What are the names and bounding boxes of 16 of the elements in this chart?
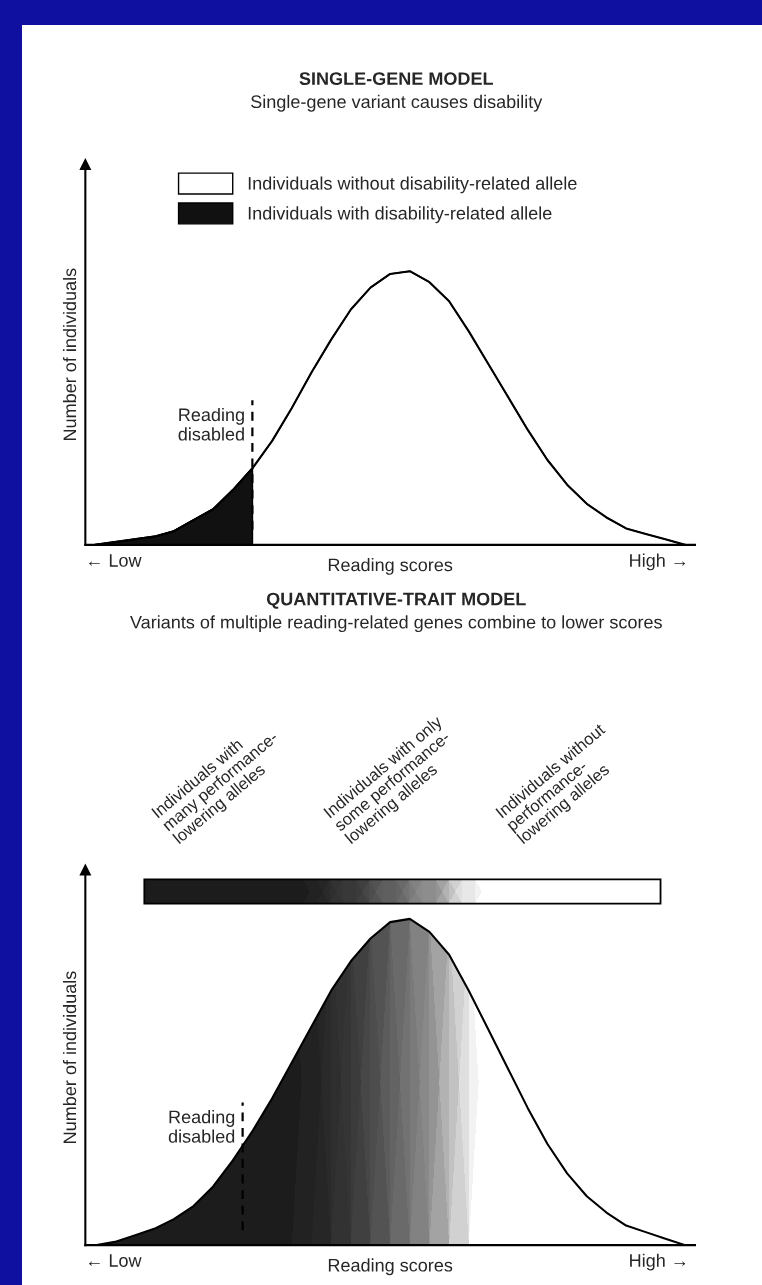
x-axis-title: Reading scores [328, 558, 453, 575]
y-axis-title: Number of individuals [62, 971, 77, 1143]
annotation: Reading disabled [168, 1110, 235, 1143]
chart-subtitle: Single-gene variant causes disability [251, 94, 543, 112]
text: High → [630, 553, 686, 571]
text: High → [630, 1253, 686, 1271]
chart-title: SINGLE-GENE MODEL [299, 72, 493, 85]
y-axis-title: Number of individuals [62, 268, 77, 440]
chart-subtitle: Variants of multiple reading-related genes combine to lower scores [130, 615, 662, 633]
legend-label: Individuals without disability-related allele [248, 176, 577, 194]
legend-label: Individuals with disability-related allele [248, 206, 552, 224]
chart-title: QUANTITATIVE-TRAIT MODEL [266, 592, 526, 609]
text: ← Low [89, 554, 142, 567]
text: ← Low [89, 1254, 142, 1267]
x-axis-title: Reading scores [328, 1258, 453, 1276]
annotation: Reading disabled [178, 407, 244, 441]
